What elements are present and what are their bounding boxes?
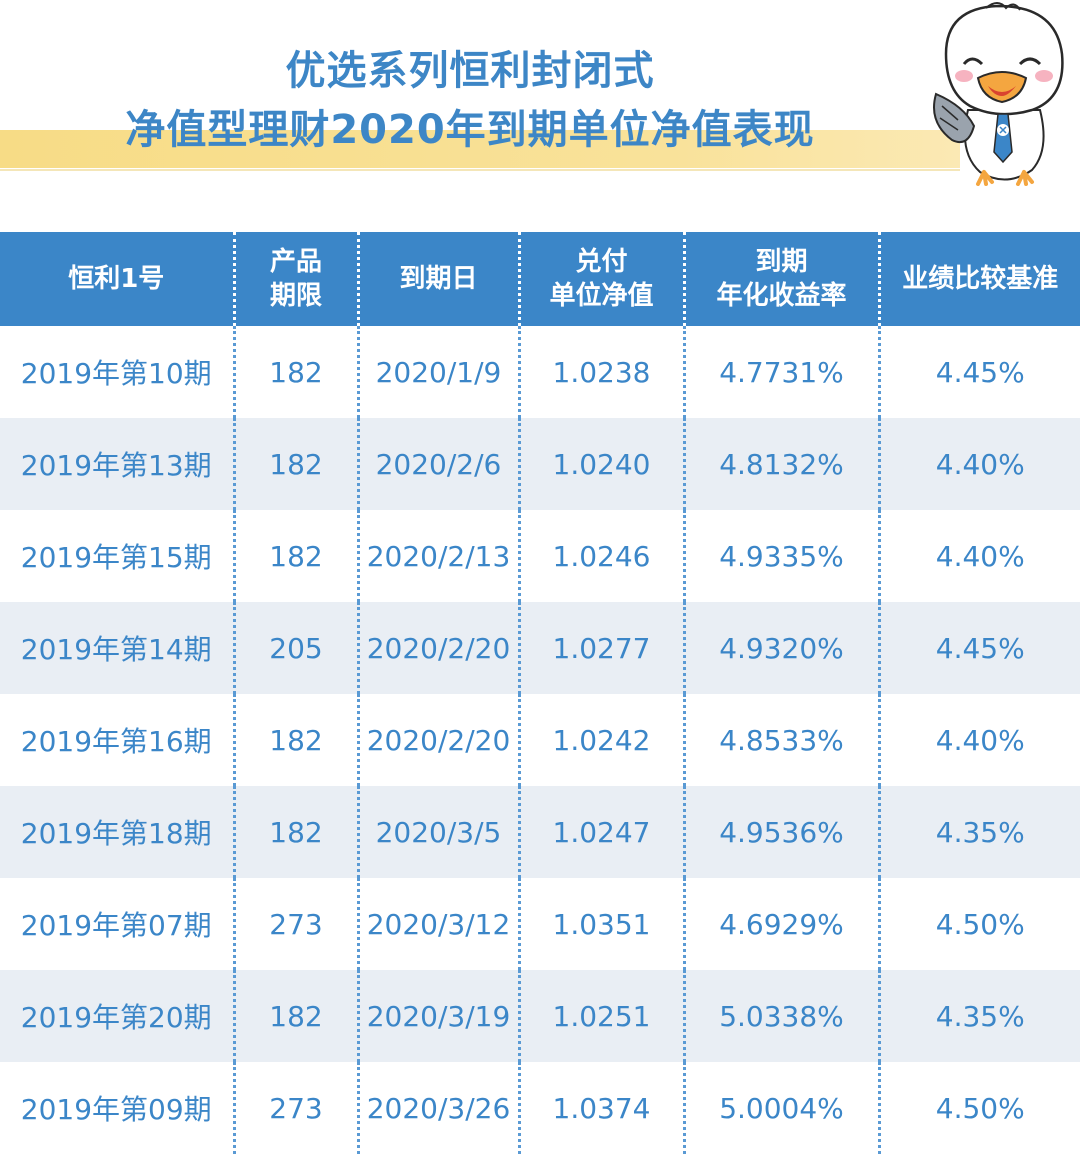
column-header-nav: 兑付 单位净值 — [519, 232, 684, 326]
column-header-yield-line2: 年化收益率 — [686, 279, 878, 313]
cell-maturity-date: 2020/3/19 — [358, 970, 519, 1062]
title-band-underline — [0, 169, 960, 171]
column-header-nav-line1: 兑付 — [521, 245, 683, 279]
page-title-line1: 优选系列恒利封闭式 — [0, 40, 940, 102]
column-header-term-line1: 产品 — [236, 245, 357, 279]
cell-benchmark: 4.40% — [879, 694, 1080, 786]
column-header-benchmark-label: 业绩比较基准 — [881, 262, 1080, 296]
cell-period: 2019年第07期 — [0, 878, 234, 970]
cell-annualized-yield: 4.6929% — [684, 878, 879, 970]
cell-period: 2019年第10期 — [0, 326, 234, 418]
cell-nav: 1.0277 — [519, 602, 684, 694]
table-row: 2019年第09期 273 2020/3/26 1.0374 5.0004% 4… — [0, 1062, 1080, 1154]
cell-maturity-date: 2020/3/12 — [358, 878, 519, 970]
column-header-annualized-yield: 到期 年化收益率 — [684, 232, 879, 326]
cell-annualized-yield: 5.0338% — [684, 970, 879, 1062]
cell-term: 182 — [234, 694, 358, 786]
column-header-maturity-date: 到期日 — [358, 232, 519, 326]
cell-benchmark: 4.40% — [879, 418, 1080, 510]
cell-term: 205 — [234, 602, 358, 694]
cell-period: 2019年第16期 — [0, 694, 234, 786]
cell-benchmark: 4.35% — [879, 786, 1080, 878]
cell-benchmark: 4.50% — [879, 878, 1080, 970]
cell-annualized-yield: 4.7731% — [684, 326, 879, 418]
column-header-benchmark: 业绩比较基准 — [879, 232, 1080, 326]
cell-annualized-yield: 4.9320% — [684, 602, 879, 694]
cell-term: 182 — [234, 970, 358, 1062]
cell-period: 2019年第14期 — [0, 602, 234, 694]
cell-period: 2019年第20期 — [0, 970, 234, 1062]
cell-term: 182 — [234, 326, 358, 418]
column-header-nav-line2: 单位净值 — [521, 279, 683, 313]
cell-nav: 1.0240 — [519, 418, 684, 510]
column-header-yield-line1: 到期 — [686, 245, 878, 279]
maturity-nav-table: 恒利1号 产品 期限 到期日 兑付 单位净值 到期 年化收益率 业绩比较基准 — [0, 232, 1080, 1154]
cell-benchmark: 4.45% — [879, 326, 1080, 418]
cell-nav: 1.0242 — [519, 694, 684, 786]
cell-period: 2019年第15期 — [0, 510, 234, 602]
cell-term: 182 — [234, 786, 358, 878]
table-row: 2019年第10期 182 2020/1/9 1.0238 4.7731% 4.… — [0, 326, 1080, 418]
table-row: 2019年第07期 273 2020/3/12 1.0351 4.6929% 4… — [0, 878, 1080, 970]
cell-benchmark: 4.45% — [879, 602, 1080, 694]
table-row: 2019年第13期 182 2020/2/6 1.0240 4.8132% 4.… — [0, 418, 1080, 510]
cell-term: 182 — [234, 418, 358, 510]
cell-period: 2019年第13期 — [0, 418, 234, 510]
page-title-line2: 净值型理财2020年到期单位净值表现 — [0, 102, 940, 158]
cell-nav: 1.0247 — [519, 786, 684, 878]
cell-maturity-date: 2020/2/20 — [358, 694, 519, 786]
cell-annualized-yield: 4.9536% — [684, 786, 879, 878]
cell-annualized-yield: 4.8132% — [684, 418, 879, 510]
column-header-product-label: 恒利1号 — [0, 262, 233, 296]
column-header-product: 恒利1号 — [0, 232, 234, 326]
table-row: 2019年第16期 182 2020/2/20 1.0242 4.8533% 4… — [0, 694, 1080, 786]
table-header-row: 恒利1号 产品 期限 到期日 兑付 单位净值 到期 年化收益率 业绩比较基准 — [0, 232, 1080, 326]
cell-nav: 1.0246 — [519, 510, 684, 602]
column-header-maturity-date-label: 到期日 — [360, 262, 518, 296]
cell-period: 2019年第09期 — [0, 1062, 234, 1154]
seagull-mascot-icon — [928, 2, 1078, 186]
table-row: 2019年第14期 205 2020/2/20 1.0277 4.9320% 4… — [0, 602, 1080, 694]
table-row: 2019年第15期 182 2020/2/13 1.0246 4.9335% 4… — [0, 510, 1080, 602]
column-header-term-line2: 期限 — [236, 279, 357, 313]
column-header-term: 产品 期限 — [234, 232, 358, 326]
cell-maturity-date: 2020/3/5 — [358, 786, 519, 878]
cell-maturity-date: 2020/1/9 — [358, 326, 519, 418]
cell-maturity-date: 2020/2/20 — [358, 602, 519, 694]
table-row: 2019年第20期 182 2020/3/19 1.0251 5.0338% 4… — [0, 970, 1080, 1062]
cell-nav: 1.0374 — [519, 1062, 684, 1154]
cell-nav: 1.0351 — [519, 878, 684, 970]
cell-maturity-date: 2020/2/6 — [358, 418, 519, 510]
cell-benchmark: 4.50% — [879, 1062, 1080, 1154]
cell-annualized-yield: 5.0004% — [684, 1062, 879, 1154]
page-title: 优选系列恒利封闭式 净值型理财2020年到期单位净值表现 — [0, 40, 940, 158]
cell-annualized-yield: 4.8533% — [684, 694, 879, 786]
cell-nav: 1.0238 — [519, 326, 684, 418]
cell-term: 273 — [234, 878, 358, 970]
cell-maturity-date: 2020/2/13 — [358, 510, 519, 602]
cell-benchmark: 4.35% — [879, 970, 1080, 1062]
cell-maturity-date: 2020/3/26 — [358, 1062, 519, 1154]
cell-term: 182 — [234, 510, 358, 602]
cell-term: 273 — [234, 1062, 358, 1154]
table-row: 2019年第18期 182 2020/3/5 1.0247 4.9536% 4.… — [0, 786, 1080, 878]
cell-period: 2019年第18期 — [0, 786, 234, 878]
cell-benchmark: 4.40% — [879, 510, 1080, 602]
cell-nav: 1.0251 — [519, 970, 684, 1062]
cell-annualized-yield: 4.9335% — [684, 510, 879, 602]
